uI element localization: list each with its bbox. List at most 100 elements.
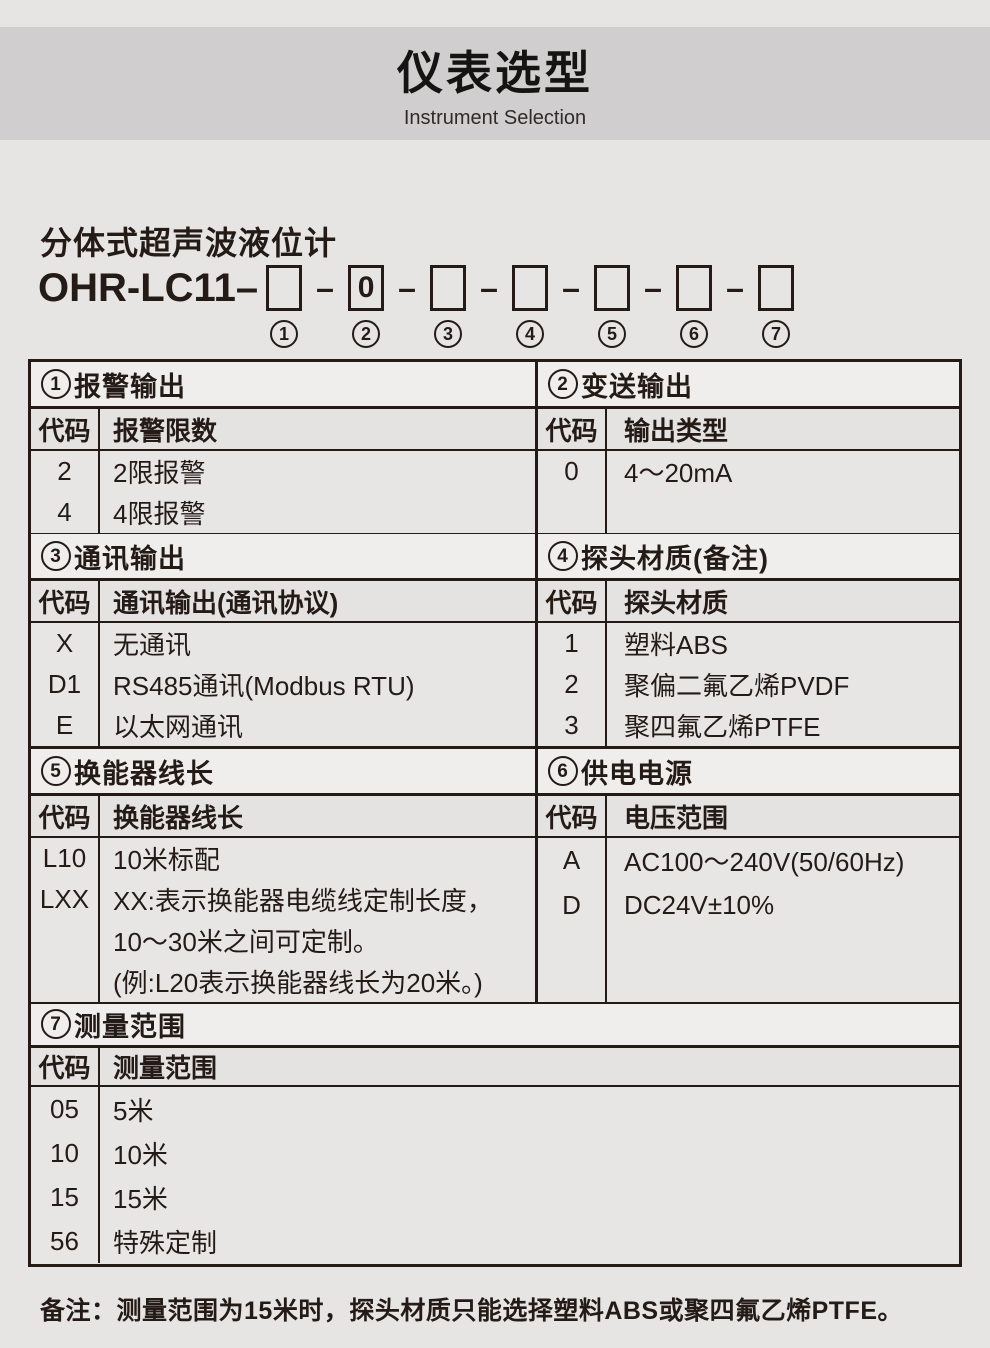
model-slot-5: 5 [594, 264, 631, 349]
model-dash: – [316, 269, 334, 306]
value-cell: (例:L20表示换能器线长为20米。) [113, 968, 483, 998]
model-slot-6: 6 [676, 264, 713, 349]
value-cell: 10米 [113, 1139, 168, 1170]
code-column-header: 代码 [31, 581, 100, 621]
model-slot-7: 7 [758, 264, 795, 349]
code-cell: 05 [50, 1093, 79, 1124]
model-dash: – [562, 269, 580, 306]
section-communication-output: 3 通讯输出 代码 通讯输出(通讯协议) X D1 E 无通讯 RS485通讯(… [31, 534, 538, 746]
value-cell: XX:表示换能器电缆线定制长度， [113, 886, 493, 916]
section-power-supply: 6 供电电源 代码 电压范围 A D AC100～240V(50/60Hz) D… [538, 749, 959, 1002]
section-title: 探头材质(备注) [581, 543, 769, 574]
section-alarm-output: 1 报警输出 代码 报警限数 2 4 2限报警 4限报警 [31, 362, 538, 533]
circled-number: 6 [548, 756, 578, 786]
table-row-pair-1: 1 报警输出 代码 报警限数 2 4 2限报警 4限报警 2 [31, 362, 959, 534]
section-body: X D1 E 无通讯 RS485通讯(Modbus RTU) 以太网通讯 [31, 623, 535, 746]
section-title: 变送输出 [581, 371, 693, 402]
code-cell: D [562, 890, 581, 920]
model-slot-4: 4 [512, 264, 549, 349]
model-slot-box-3 [430, 265, 467, 311]
table-row-pair-2: 3 通讯输出 代码 通讯输出(通讯协议) X D1 E 无通讯 RS485通讯(… [31, 534, 959, 749]
code-cell: E [55, 710, 74, 740]
value-cell: 聚四氟乙烯PTFE [624, 712, 821, 742]
value-column-header: 报警限数 [113, 415, 218, 446]
code-cell: 10 [50, 1137, 79, 1168]
section-measuring-range: 7 测量范围 代码 测量范围 05 10 15 56 5米 10米 15米 特殊… [31, 1004, 959, 1263]
model-dash: – [480, 269, 498, 306]
section-body: 0 4～20mA [538, 451, 959, 533]
circled-number: 4 [548, 541, 578, 571]
value-cell: 10～30米之间可定制。 [113, 927, 379, 957]
model-slot-3: 3 [430, 264, 467, 349]
section-transmit-output: 2 变送输出 代码 输出类型 0 4～20mA [538, 362, 959, 533]
model-dash: – [398, 269, 416, 306]
code-cell: L10 [42, 843, 87, 873]
value-cell: DC24V±10% [624, 890, 775, 920]
section-title: 测量范围 [74, 1011, 186, 1042]
code-cell: 3 [564, 710, 579, 740]
model-code-line: OHR-LC11– 1 – 0 2 – 3 – 4 – 5 – 6 – [38, 264, 795, 349]
value-cell: 5米 [113, 1095, 154, 1126]
column-header-row: 代码 通讯输出(通讯协议) [31, 581, 535, 623]
circled-number: 7 [41, 1009, 71, 1040]
section-body: 1 2 3 塑料ABS 聚偏二氟乙烯PVDF 聚四氟乙烯PTFE [538, 623, 959, 746]
circled-number-6: 6 [680, 320, 709, 348]
value-cell: AC100～240V(50/60Hz) [624, 847, 905, 877]
code-column-header: 代码 [538, 796, 607, 836]
model-prefix-unit: OHR-LC11– [38, 264, 266, 349]
value-cell: 无通讯 [113, 630, 192, 660]
circled-number-3: 3 [434, 320, 463, 348]
model-slot-box-7 [758, 265, 795, 311]
selection-table: 1 报警输出 代码 报警限数 2 4 2限报警 4限报警 2 [28, 359, 962, 1267]
circled-number-1: 1 [270, 320, 299, 348]
column-header-row: 代码 输出类型 [538, 409, 959, 451]
page-banner: 仪表选型 Instrument Selection [0, 27, 990, 140]
value-column-header: 电压范围 [624, 802, 729, 833]
model-slot-box-6 [676, 265, 713, 311]
section-probe-material: 4 探头材质(备注) 代码 探头材质 1 2 3 塑料ABS 聚偏二氟乙烯PVD… [538, 534, 959, 746]
value-cell: 塑料ABS [624, 630, 729, 660]
model-slot-box-4 [512, 265, 549, 311]
value-column-header: 测量范围 [113, 1052, 218, 1083]
section-body: A D AC100～240V(50/60Hz) DC24V±10% [538, 838, 959, 1002]
value-column-header: 通讯输出(通讯协议) [113, 587, 339, 618]
column-header-row: 代码 测量范围 [31, 1047, 959, 1087]
code-column-header: 代码 [31, 796, 100, 836]
model-slot-box-2: 0 [348, 265, 385, 311]
section-transducer-cable-length: 5 换能器线长 代码 换能器线长 L10 LXX 10米标配 XX:表示换能器电… [31, 749, 538, 1002]
section-header: 1 报警输出 [31, 362, 535, 409]
footnote-text: 测量范围为15米时，探头材质只能选择塑料ABS或聚四氟乙烯PTFE。 [116, 1297, 904, 1325]
section-header: 6 供电电源 [538, 749, 959, 796]
code-cell: 4 [57, 497, 72, 527]
value-column-header: 输出类型 [624, 415, 729, 446]
code-cell: X [55, 628, 74, 658]
circled-number-4: 4 [516, 320, 545, 348]
section-body: L10 LXX 10米标配 XX:表示换能器电缆线定制长度， 10～30米之间可… [31, 838, 535, 1002]
code-cell: 15 [50, 1181, 79, 1212]
value-cell: 10米标配 [113, 845, 220, 875]
model-slot-box-5 [594, 265, 631, 311]
footnote: 备注： 测量范围为15米时，探头材质只能选择塑料ABS或聚四氟乙烯PTFE。 [40, 1291, 903, 1327]
model-slot-2: 0 2 [348, 264, 385, 349]
column-header-row: 代码 探头材质 [538, 581, 959, 623]
section-header: 3 通讯输出 [31, 534, 535, 581]
circled-number: 2 [548, 369, 578, 399]
column-header-row: 代码 换能器线长 [31, 796, 535, 838]
circled-number-5: 5 [598, 320, 627, 348]
code-cell: A [562, 845, 581, 875]
table-row-pair-3: 5 换能器线长 代码 换能器线长 L10 LXX 10米标配 XX:表示换能器电… [31, 749, 959, 1004]
circled-number: 3 [41, 541, 71, 571]
footnote-label: 备注： [40, 1297, 117, 1325]
value-cell: 以太网通讯 [113, 712, 244, 742]
section-header: 2 变送输出 [538, 362, 959, 409]
value-cell: 2限报警 [113, 458, 206, 488]
model-prefix: OHR-LC11– [38, 265, 259, 310]
page-title: 仪表选型 [397, 47, 593, 99]
section-title: 供电电源 [581, 758, 693, 789]
code-cell: D1 [47, 669, 82, 699]
code-column-header: 代码 [538, 409, 607, 449]
column-header-row: 代码 电压范围 [538, 796, 959, 838]
value-cell: 聚偏二氟乙烯PVDF [624, 671, 850, 701]
code-cell: 1 [564, 628, 579, 658]
section-title: 通讯输出 [74, 543, 186, 574]
